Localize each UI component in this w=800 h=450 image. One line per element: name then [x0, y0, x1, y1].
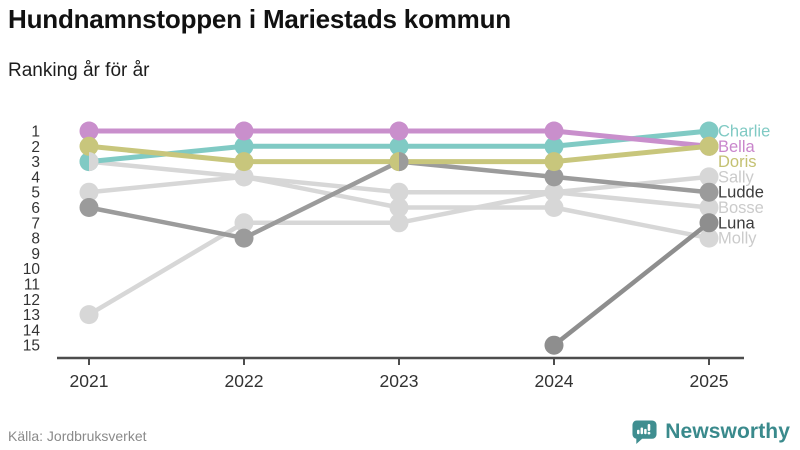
data-point-charlie-2023 [389, 136, 409, 156]
data-point-ludde-2022 [234, 228, 254, 248]
y-tick-label-3: 3 [31, 154, 40, 171]
y-tick-label-15: 15 [23, 338, 40, 355]
series-line-sally-2022 [241, 174, 402, 195]
series-line-molly-2021 [86, 174, 247, 195]
data-point-ludde-2025 [699, 182, 719, 202]
source-note: Källa: Jordbruksverket [8, 428, 147, 444]
legend-label-bella: Bella [718, 138, 756, 156]
series-line-ludde-2023 [396, 159, 557, 180]
legend-label-charlie: Charlie [718, 123, 770, 141]
y-tick-label-1: 1 [31, 124, 40, 141]
y-tick-label-8: 8 [31, 231, 40, 248]
exclamation-bar [647, 424, 651, 431]
series-line-doris-2024 [551, 143, 712, 165]
tie-half-dot-sally-2021 [89, 152, 99, 172]
data-point-charlie-2022 [234, 136, 254, 156]
data-point-bella-2023 [389, 121, 409, 141]
series-line-sally-2021 [86, 159, 247, 180]
data-point-molly-2021 [79, 182, 99, 202]
y-tick-label-5: 5 [31, 185, 40, 202]
exclamation-dot [647, 431, 651, 435]
data-point-bosse-2022 [234, 213, 254, 233]
data-point-bosse-2023 [389, 213, 409, 233]
data-point-sally-2023 [389, 182, 409, 202]
series-line-molly-2024 [551, 205, 712, 241]
series-line-ludde-2022 [241, 159, 402, 241]
series-line-bosse-2024 [551, 189, 712, 210]
y-tick-label-4: 4 [31, 169, 40, 186]
data-point-luna-2025 [699, 213, 719, 233]
y-tick-label-10: 10 [23, 261, 41, 278]
bar-3 [644, 428, 647, 435]
y-tick-label-13: 13 [23, 307, 40, 324]
data-point-sally-2025 [699, 167, 719, 187]
x-tick-label-2024: 2024 [535, 371, 574, 391]
y-tick-label-12: 12 [23, 292, 40, 309]
y-tick-label-2: 2 [31, 139, 40, 156]
legend-label-ludde: Ludde [718, 184, 764, 202]
data-point-bella-2022 [234, 121, 254, 141]
bar-2 [640, 427, 644, 435]
data-point-molly-2025 [699, 228, 719, 248]
chart-subtitle: Ranking år för år [8, 60, 150, 81]
y-tick-label-6: 6 [31, 200, 40, 217]
series-line-bosse-2021 [86, 220, 247, 317]
y-tick-label-11: 11 [24, 277, 40, 294]
data-point-bosse-2025 [699, 198, 719, 217]
newsworthy-bubble-chart-icon [632, 420, 657, 445]
bar-1 [637, 429, 640, 435]
x-tick-label-2021: 2021 [70, 371, 109, 391]
legend-label-sally: Sally [718, 168, 755, 186]
data-point-bosse-2024 [544, 182, 564, 202]
data-point-doris-2021 [79, 136, 99, 156]
data-point-bella-2021 [79, 121, 99, 141]
series-line-ludde-2024 [551, 174, 712, 195]
y-tick-label-14: 14 [23, 322, 41, 339]
y-tick-label-7: 7 [31, 215, 40, 232]
data-point-molly-2023 [389, 198, 409, 217]
legend-label-luna: Luna [718, 214, 756, 232]
series-line-molly-2022 [241, 174, 402, 210]
series-line-doris-2021 [86, 143, 247, 165]
brand-logo: Newsworthy [631, 419, 790, 445]
data-point-ludde-2021 [79, 198, 99, 217]
legend-label-bosse: Bosse [718, 199, 764, 217]
x-tick-label-2025: 2025 [690, 371, 729, 391]
data-point-luna-2024 [544, 335, 564, 355]
data-point-molly-2024 [544, 198, 564, 217]
data-point-molly-2022 [234, 167, 254, 187]
series-line-ludde-2021 [86, 205, 247, 241]
data-point-doris-2022 [234, 152, 254, 172]
data-point-bella-2024 [544, 121, 564, 141]
tie-half-dot-doris-2025 [709, 136, 719, 156]
series-line-bella-2024 [551, 128, 712, 149]
legend-label-doris: Doris [718, 153, 757, 171]
data-point-doris-2024 [544, 152, 564, 172]
data-point-ludde-2024 [544, 167, 564, 187]
brand-name: Newsworthy [665, 420, 790, 443]
series-line-luna-2024 [551, 220, 712, 348]
tie-half-dot-ludde-2023 [399, 152, 409, 172]
data-point-bosse-2021 [79, 305, 99, 325]
x-tick-label-2023: 2023 [380, 371, 419, 391]
legend-label-molly: Molly [718, 230, 757, 248]
page-title: Hundnamnstoppen i Mariestads kommun [8, 4, 511, 34]
data-point-charlie-2025 [699, 121, 719, 141]
data-point-charlie-2024 [544, 136, 564, 156]
y-tick-label-9: 9 [31, 246, 40, 263]
x-tick-label-2022: 2022 [225, 371, 264, 391]
